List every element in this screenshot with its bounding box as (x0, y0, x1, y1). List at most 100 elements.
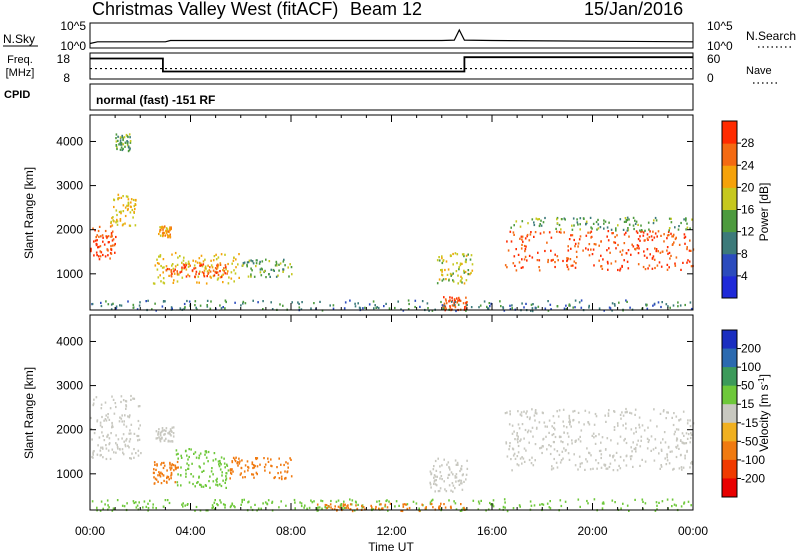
data-cell (118, 196, 120, 200)
data-cell (202, 469, 205, 472)
data-cell (163, 439, 166, 442)
data-cell (115, 133, 118, 136)
data-cell (614, 241, 617, 244)
data-cell (194, 260, 197, 263)
data-cell (227, 262, 229, 266)
data-cell (250, 267, 252, 270)
data-cell (673, 503, 676, 506)
data-cell (361, 506, 364, 509)
data-cell (627, 267, 630, 270)
data-cell (595, 435, 597, 438)
data-cell (388, 500, 390, 503)
data-cell (679, 304, 682, 307)
data-cell (470, 271, 472, 275)
data-cell (105, 414, 107, 417)
data-cell (435, 484, 438, 487)
data-cell (107, 413, 109, 416)
data-cell (227, 469, 230, 472)
data-cell (646, 237, 649, 240)
data-cell (547, 300, 549, 303)
nsky-trace (89, 28, 694, 45)
data-cell (389, 502, 392, 505)
data-cell (648, 228, 650, 231)
data-cell (444, 298, 447, 301)
data-cell (119, 416, 121, 419)
data-cell (530, 430, 532, 433)
data-cell (511, 307, 513, 310)
data-cell (556, 230, 558, 233)
range-tick-label: 4000 (56, 334, 83, 348)
data-cell (94, 239, 97, 242)
data-cell (321, 500, 324, 503)
data-cell (533, 221, 535, 224)
data-cell (193, 264, 196, 267)
data-cell (623, 439, 625, 442)
data-cell (465, 309, 467, 312)
data-cell (521, 423, 524, 426)
data-cell (512, 231, 515, 234)
data-cell (449, 272, 452, 275)
data-cell (128, 432, 130, 435)
data-cell (533, 504, 536, 507)
data-cell (531, 307, 534, 310)
data-cell (157, 432, 159, 435)
data-cell (687, 500, 690, 503)
data-cell (552, 467, 555, 470)
data-cell (455, 473, 458, 476)
data-cell (533, 235, 535, 238)
power-scale-tick-label: 12 (741, 225, 755, 239)
data-cell (666, 268, 669, 271)
data-cell (654, 446, 657, 449)
data-cell (604, 220, 607, 223)
data-cell (641, 424, 644, 427)
data-cell (115, 434, 117, 437)
data-cell (405, 503, 407, 506)
data-cell (644, 239, 646, 242)
power-color-step (722, 275, 737, 299)
data-cell (129, 147, 131, 150)
data-cell (680, 466, 683, 469)
data-cell (659, 251, 662, 254)
data-cell (628, 218, 630, 221)
data-cell (429, 483, 432, 486)
data-cell (191, 269, 194, 272)
data-cell (666, 249, 668, 252)
data-cell (126, 502, 128, 505)
data-cell (459, 299, 462, 302)
data-cell (533, 223, 536, 227)
data-cell (95, 396, 98, 399)
data-cell (158, 436, 160, 439)
data-cell (171, 426, 174, 429)
nsky-tick-bottom: 10^0 (60, 39, 86, 53)
data-cell (122, 433, 125, 436)
data-cell (580, 299, 583, 302)
data-cell (564, 500, 567, 503)
velocity-color-step (722, 367, 737, 387)
velocity-scale-label: Velocity [m s-1] (757, 374, 772, 452)
data-cell (448, 484, 451, 487)
data-cell (172, 435, 175, 438)
data-cell (682, 261, 684, 264)
data-cell (122, 210, 125, 213)
data-cell (610, 228, 613, 231)
data-cell (299, 501, 301, 504)
data-cell (183, 302, 186, 306)
data-cell (557, 415, 560, 418)
velocity-scale-tick-label: -100 (741, 453, 765, 467)
data-cell (247, 469, 249, 472)
data-cell (660, 234, 662, 237)
data-cell (125, 439, 127, 442)
data-cell (357, 503, 359, 506)
data-cell (241, 459, 243, 462)
data-cell (623, 220, 626, 223)
data-cell (344, 301, 347, 304)
data-cell (92, 404, 95, 407)
power-color-step (722, 121, 737, 144)
data-cell (219, 468, 222, 471)
data-cell (180, 456, 183, 459)
data-cell (127, 204, 130, 207)
data-cell (349, 508, 351, 511)
data-cell (234, 506, 236, 509)
data-cell (149, 499, 151, 502)
